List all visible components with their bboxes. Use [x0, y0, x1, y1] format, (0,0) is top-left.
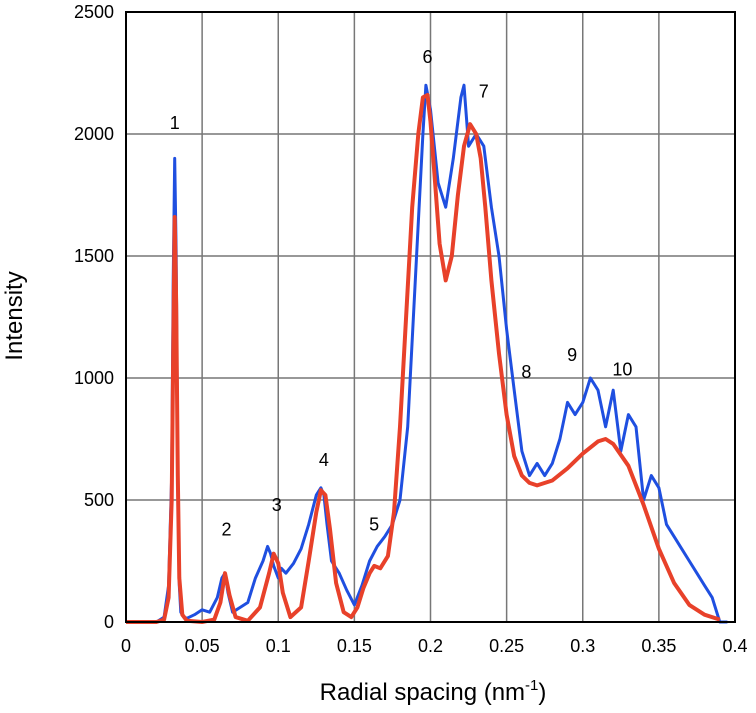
x-tick-label: 0 — [121, 636, 131, 656]
peak-label: 1 — [170, 113, 180, 133]
x-axis-title: Radial spacing (nm-1) — [320, 677, 547, 706]
peak-label: 8 — [521, 362, 531, 382]
tick-labels: 0 0.05 0.1 0.15 0.2 0.25 0.3 0.35 0.4 0 500 1000 150… — [74, 2, 748, 656]
y-tick-label: 1000 — [74, 368, 114, 388]
peak-label: 5 — [369, 515, 379, 535]
x-tick-label: 0.4 — [722, 636, 747, 656]
x-tick-label: 0.15 — [337, 636, 372, 656]
y-tick-label: 2500 — [74, 2, 114, 22]
x-tick-label: 0.25 — [489, 636, 524, 656]
y-tick-label: 2000 — [74, 124, 114, 144]
peak-label: 4 — [319, 450, 329, 470]
x-tick-label: 0.2 — [418, 636, 443, 656]
y-axis-title: Intensity — [1, 271, 28, 360]
plot-frame — [125, 11, 736, 623]
x-tick-label: 0.35 — [641, 636, 676, 656]
peak-label: 10 — [612, 360, 632, 380]
y-tick-label: 0 — [104, 612, 114, 632]
peak-annotations: 1 2 3 4 5 6 7 8 9 10 — [170, 47, 633, 539]
y-tick-label: 500 — [84, 490, 114, 510]
x-tick-label: 0.1 — [266, 636, 291, 656]
x-tick-label: 0.05 — [185, 636, 220, 656]
peak-label: 7 — [479, 81, 489, 101]
x-tick-label: 0.3 — [570, 636, 595, 656]
peak-label: 2 — [221, 519, 231, 539]
peak-label: 9 — [567, 345, 577, 365]
series-line-red — [126, 93, 721, 624]
peak-label: 3 — [272, 495, 282, 515]
y-tick-label: 1500 — [74, 246, 114, 266]
peak-label: 6 — [422, 47, 432, 67]
series-line-blue — [126, 83, 728, 624]
series-layer — [126, 83, 728, 624]
